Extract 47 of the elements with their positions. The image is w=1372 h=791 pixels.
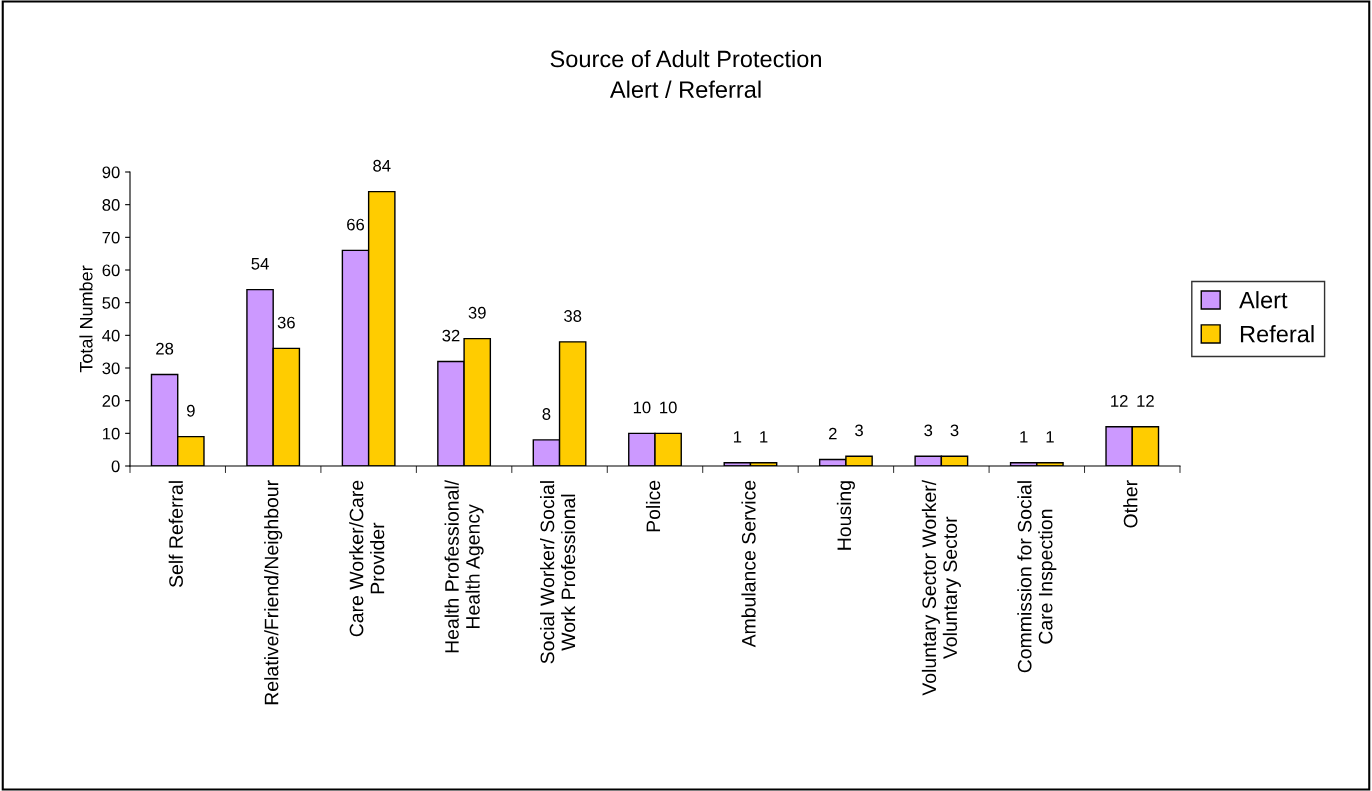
data-label: 12 xyxy=(1137,395,1154,407)
data-label: 10 xyxy=(633,401,651,414)
x-tick-label: Social Worker/ Social Work Professional xyxy=(540,481,576,664)
y-tick-label: 80 xyxy=(102,199,120,211)
x-tick-label: Care Worker/Care Provider xyxy=(349,480,385,637)
legend-label: Referal xyxy=(1240,325,1314,343)
data-label: 66 xyxy=(347,218,365,231)
x-tick-label: Voluntary Sector Worker/ Voluntary Sector xyxy=(921,479,961,696)
x-tick-label: Self Referral xyxy=(168,481,183,588)
data-label: 1 xyxy=(733,431,742,443)
data-label: 1 xyxy=(1020,431,1028,443)
data-label: 3 xyxy=(855,424,863,437)
y-tick-label: 40 xyxy=(102,329,120,342)
data-label: 8 xyxy=(542,408,551,420)
data-label: 3 xyxy=(950,424,959,437)
data-label: 1 xyxy=(760,431,768,443)
data-label: 3 xyxy=(924,424,933,437)
data-label: 12 xyxy=(1111,395,1128,407)
chart-title: Source of Adult Protection Alert / Referral xyxy=(550,50,821,98)
y-tick-label: 60 xyxy=(102,264,120,277)
data-label: 9 xyxy=(187,404,195,417)
data-label: 54 xyxy=(251,258,269,270)
x-tick-label: Health Professional/ Health Agency xyxy=(444,479,484,653)
x-tick-label: Relative/Friend/Neighbour xyxy=(264,480,283,705)
data-label: 32 xyxy=(442,329,460,342)
data-label: 39 xyxy=(468,306,486,319)
data-label: 10 xyxy=(660,401,677,414)
y-tick-label: 90 xyxy=(102,166,120,179)
y-tick-label: 10 xyxy=(103,427,120,440)
data-label: 36 xyxy=(277,316,295,329)
y-tick-label: 50 xyxy=(102,297,120,309)
y-axis-title: Total Number xyxy=(79,265,93,373)
y-tick-label: 70 xyxy=(102,231,120,244)
x-tick-label: Housing xyxy=(836,481,855,550)
y-tick-label: 20 xyxy=(102,395,120,407)
x-tick-label: Police xyxy=(645,480,661,532)
x-tick-label: Commission for Social Care Inspection xyxy=(1017,481,1057,673)
x-tick-label: Other xyxy=(1123,480,1138,528)
x-tick-label: Ambulance Service xyxy=(741,480,756,648)
y-tick-label: 30 xyxy=(102,362,120,375)
data-label: 2 xyxy=(828,427,837,440)
data-label: 1 xyxy=(1046,431,1054,443)
legend-label: Alert xyxy=(1239,291,1288,309)
data-label: 84 xyxy=(373,159,391,172)
data-label: 38 xyxy=(564,310,582,322)
data-label: 28 xyxy=(156,342,174,355)
y-tick-label: 0 xyxy=(111,460,120,473)
